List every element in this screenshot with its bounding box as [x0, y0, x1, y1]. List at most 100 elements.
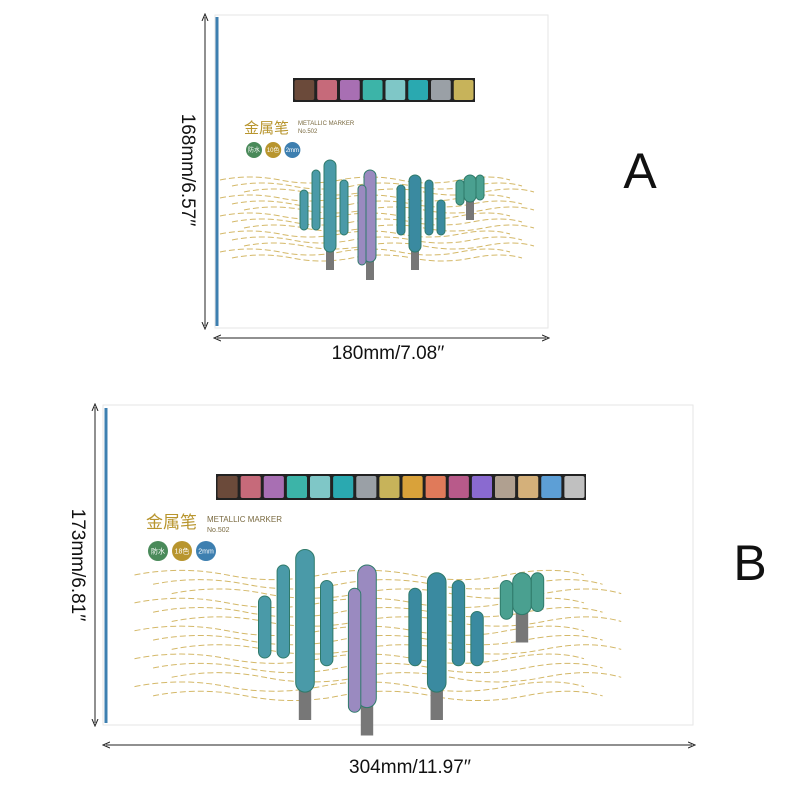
cactus-trunk [515, 611, 529, 643]
sand-line [171, 672, 622, 683]
cactus-stem [426, 572, 447, 693]
badge [148, 541, 168, 561]
product-name: METALLIC MARKER [298, 121, 355, 127]
model: No.502 [207, 527, 230, 534]
cactus-arm [408, 587, 422, 667]
sand-line [231, 236, 523, 244]
cactus-stem [323, 159, 337, 253]
cactus-arm [311, 169, 321, 231]
marker-cap [385, 80, 406, 100]
cactus-arm [347, 587, 362, 713]
marker-window [293, 78, 475, 102]
marker-cap [333, 476, 354, 498]
marker-cap [310, 476, 331, 498]
model: No.502 [298, 129, 318, 135]
sand-line [243, 242, 535, 250]
sand-line [219, 248, 511, 256]
marker-cap [471, 476, 492, 498]
cactus-arm [436, 199, 446, 236]
box-b: 173mm/6.81′′ 304mm/11.97′′ B 金属笔 METALLI… [67, 405, 767, 778]
sand-line [219, 212, 511, 220]
illustration [219, 159, 535, 280]
sand-line [231, 200, 523, 208]
brand: 金属笔 [146, 513, 197, 533]
cactus-trunk [360, 704, 374, 736]
cactus-arm [499, 580, 514, 620]
marker-window [216, 474, 586, 500]
sand-line [231, 254, 523, 262]
marker-cap [518, 476, 539, 498]
badge [284, 142, 301, 158]
badge [246, 142, 262, 158]
sand-line [153, 579, 603, 590]
box-outline [102, 404, 694, 726]
cactus-trunk [466, 200, 474, 220]
cactus-stem [512, 572, 532, 616]
marker-cap [263, 476, 284, 498]
marker-cap [356, 476, 377, 498]
badge [196, 541, 216, 561]
marker-cap [286, 476, 307, 498]
cactus-arm [470, 611, 484, 667]
size-letter: A [623, 143, 657, 199]
marker-cap [217, 476, 238, 498]
sand-line [243, 206, 535, 214]
marker-cap [379, 476, 400, 498]
width-label: 304mm/11.97′′ [349, 757, 471, 778]
marker-cap [408, 80, 428, 100]
marker-cap [340, 80, 360, 100]
sand-line [219, 230, 511, 238]
marker-cap [294, 80, 315, 100]
badges: 防水 10色 2mm [246, 142, 301, 158]
marker-cap [564, 476, 585, 498]
marker-cap [453, 80, 474, 100]
cactus-arm [320, 580, 334, 667]
sand-line [153, 607, 603, 618]
marker-cap [448, 476, 469, 498]
cactus-trunk [411, 250, 419, 270]
cactus-arm [424, 179, 434, 236]
cactus-arm [396, 184, 406, 236]
cactus-trunk [298, 689, 312, 720]
sand-line [153, 634, 603, 646]
badge-label: 18色 [175, 546, 190, 555]
sand-line [153, 690, 603, 702]
marker-cap [240, 476, 261, 498]
badge-label: 10色 [267, 146, 280, 154]
height-label: 168mm/6.57′′ [177, 114, 198, 227]
cactus-arm [276, 564, 291, 659]
marker-cap [425, 476, 446, 498]
size-letter: B [733, 535, 766, 591]
marker-cap [317, 80, 337, 100]
height-label: 173mm/6.81′′ [67, 509, 88, 622]
cactus-stem [408, 174, 422, 253]
cactus-trunk [366, 260, 374, 280]
brand: 金属笔 [244, 119, 289, 137]
badges: 防水 18色 2mm [148, 541, 216, 561]
box-a: 168mm/6.57′′ 180mm/7.08′′ A 金属笔 METALLIC… [177, 15, 657, 364]
cactus-arm [258, 595, 272, 659]
sand-line [171, 616, 622, 627]
sand-line [243, 224, 535, 232]
badge-label: 防水 [151, 546, 165, 555]
box-outline [214, 14, 549, 329]
sand-line [171, 588, 622, 599]
badge-label: 2mm [286, 148, 299, 154]
sand-line [243, 188, 535, 196]
width-label: 180mm/7.08′′ [332, 343, 445, 364]
cactus-arm [475, 174, 485, 201]
marker-cap [431, 80, 451, 100]
cactus-stem [295, 549, 315, 693]
marker-cap [541, 476, 562, 498]
cactus-arm [451, 580, 466, 667]
cactus-arm [299, 189, 309, 231]
illustration [134, 549, 622, 736]
cactus-arm [339, 179, 349, 236]
badge [172, 541, 192, 561]
sand-line [171, 644, 622, 655]
badge [265, 142, 282, 158]
marker-cap [402, 476, 423, 498]
product-name: METALLIC MARKER [207, 515, 282, 524]
